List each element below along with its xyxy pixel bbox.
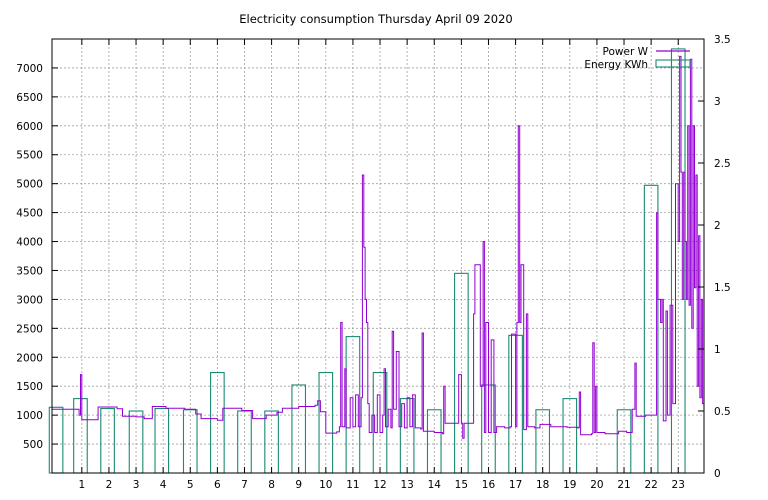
y-right-tick-label: 1.5 bbox=[714, 282, 731, 294]
x-tick-label: 16 bbox=[482, 479, 496, 491]
y-left-tick-label: 6500 bbox=[16, 92, 43, 104]
energy-bar bbox=[100, 407, 115, 474]
y-left-tick-label: 5000 bbox=[16, 179, 43, 191]
x-tick-label: 14 bbox=[428, 479, 442, 491]
y-right-tick-label: 0 bbox=[714, 468, 721, 480]
energy-bar bbox=[48, 406, 64, 474]
y-left-tick-label: 2500 bbox=[16, 323, 43, 335]
y-left-tick-label: 7000 bbox=[16, 63, 43, 75]
y-left-tick-label: 1500 bbox=[16, 381, 43, 393]
x-tick-label: 10 bbox=[319, 479, 332, 491]
y-right-tick-label: 3 bbox=[714, 96, 721, 108]
y-left-tick-label: 3500 bbox=[16, 265, 43, 277]
plot-frame bbox=[51, 38, 705, 474]
x-tick-label: 19 bbox=[563, 479, 576, 491]
energy-bar bbox=[154, 407, 170, 474]
legend-label-energy: Energy KWh bbox=[584, 59, 648, 71]
y-right-tick-label: 3.5 bbox=[714, 34, 731, 46]
x-tick-label: 3 bbox=[133, 479, 140, 491]
x-tick-label: 21 bbox=[617, 479, 630, 491]
y-left-tick-label: 1000 bbox=[16, 410, 43, 422]
axis-ticks: 1 2 3 4 5 6 7 8 9 10 11 12 13 14 15 16 17 18 19 20 21 22 23500… bbox=[16, 34, 730, 491]
power-series bbox=[52, 55, 705, 439]
x-tick-label: 18 bbox=[536, 479, 549, 491]
grid bbox=[52, 39, 704, 473]
x-tick-label: 1 bbox=[78, 479, 85, 491]
x-tick-label: 20 bbox=[590, 479, 603, 491]
y-left-tick-label: 3000 bbox=[16, 294, 43, 306]
y-left-tick-label: 500 bbox=[23, 439, 43, 451]
x-tick-label: 8 bbox=[268, 479, 275, 491]
power-line bbox=[52, 55, 705, 439]
y-left-tick-label: 4000 bbox=[16, 237, 43, 249]
y-right-tick-label: 2 bbox=[714, 220, 721, 232]
x-tick-label: 22 bbox=[644, 479, 657, 491]
y-right-tick-label: 0.5 bbox=[714, 406, 731, 418]
y-left-tick-label: 4500 bbox=[16, 208, 43, 220]
x-tick-label: 15 bbox=[455, 479, 468, 491]
y-right-tick-label: 2.5 bbox=[714, 158, 731, 170]
x-tick-label: 11 bbox=[346, 479, 359, 491]
legend-swatch-energy bbox=[655, 59, 691, 68]
chart-title: Electricity consumption Thursday April 0… bbox=[239, 12, 513, 26]
y-left-tick-label: 2000 bbox=[16, 352, 43, 364]
legend-label-power: Power W bbox=[603, 46, 649, 58]
x-tick-label: 4 bbox=[160, 479, 167, 491]
y-right-tick-label: 1 bbox=[714, 344, 721, 356]
x-tick-label: 5 bbox=[187, 479, 194, 491]
x-tick-label: 23 bbox=[672, 479, 685, 491]
y-left-tick-label: 5500 bbox=[16, 150, 43, 162]
x-tick-label: 17 bbox=[509, 479, 522, 491]
x-tick-label: 9 bbox=[295, 479, 302, 491]
x-tick-label: 12 bbox=[373, 479, 386, 491]
x-tick-label: 13 bbox=[400, 479, 413, 491]
energy-series bbox=[48, 48, 686, 474]
x-tick-label: 2 bbox=[106, 479, 113, 491]
x-tick-label: 7 bbox=[241, 479, 248, 491]
y-left-tick-label: 6000 bbox=[16, 121, 43, 133]
x-tick-label: 6 bbox=[214, 479, 221, 491]
